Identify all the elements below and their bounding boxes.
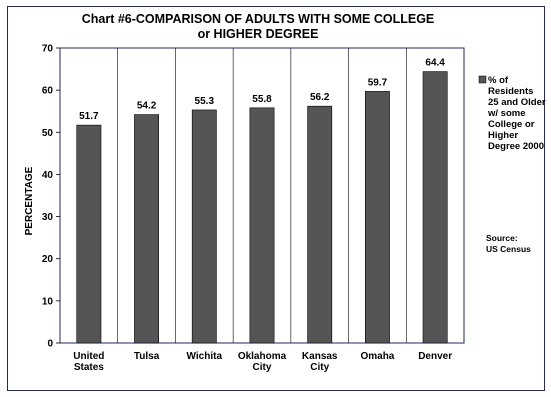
chart-frame: Chart #6-COMPARISON OF ADULTS WITH SOME … [7, 6, 546, 391]
x-tick-label: Wichita [187, 351, 223, 362]
data-label: 54.2 [137, 101, 157, 112]
source-label: Source: [486, 233, 518, 243]
legend-line-5: College or [488, 119, 535, 130]
y-tick-label: 10 [42, 296, 54, 307]
bar [134, 114, 159, 344]
x-tick-label: United [73, 351, 104, 362]
x-tick-label: Oklahoma [238, 351, 287, 362]
y-axis-label: PERCENTAGE [24, 166, 35, 235]
y-tick-label: 60 [42, 86, 54, 97]
y-tick-label: 20 [42, 254, 54, 265]
data-label: 55.3 [195, 96, 215, 107]
y-tick-label: 70 [42, 44, 54, 55]
legend-line-1: % of [488, 75, 509, 86]
source-value: US Census [486, 244, 531, 254]
legend-line-2: Residents [488, 86, 533, 97]
x-tick-label: States [74, 362, 104, 373]
legend-line-3: 25 and Older [488, 97, 546, 108]
x-tick-label: City [310, 362, 329, 373]
bar [76, 124, 102, 344]
bar [191, 109, 217, 344]
legend-line-6: Higher [488, 130, 518, 141]
x-tick-label: Tulsa [134, 351, 160, 362]
data-label: 59.7 [368, 77, 388, 88]
x-tick-label: Denver [418, 351, 452, 362]
x-tick-label: Kansas [302, 351, 338, 362]
x-tick-label: Omaha [360, 351, 394, 362]
bar [249, 107, 275, 344]
y-tick-label: 0 [47, 339, 53, 350]
legend: % of Residents 25 and Older w/ some Coll… [478, 75, 546, 152]
legend-swatch [478, 75, 487, 84]
bar [422, 71, 448, 344]
data-label: 55.8 [252, 94, 272, 105]
y-tick-label: 30 [42, 212, 54, 223]
data-label: 51.7 [79, 111, 99, 122]
bar [365, 91, 390, 344]
y-tick-label: 40 [42, 170, 54, 181]
chart-title-line-1: Chart #6-COMPARISON OF ADULTS WITH SOME … [82, 12, 435, 26]
y-tick-label: 50 [42, 128, 54, 139]
data-label: 64.4 [425, 58, 445, 69]
data-label: 56.2 [310, 92, 330, 103]
bar [307, 105, 333, 344]
legend-line-7: Degree 2000 [488, 141, 544, 152]
chart: Chart #6-COMPARISON OF ADULTS WITH SOME … [24, 12, 546, 373]
x-tick-label: City [253, 362, 272, 373]
chart-title-line-2: or HIGHER DEGREE [198, 27, 319, 41]
legend-line-4: w/ some [487, 108, 526, 119]
